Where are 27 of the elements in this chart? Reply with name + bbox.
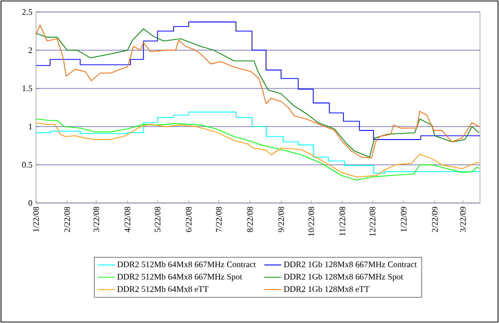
x-tick-label: 6/22/08 [186,206,192,232]
x-tick-label: 7/22/08 [216,206,222,232]
x-tick-label: 1/22/08 [33,206,39,232]
x-tick-label: 10/22/08 [308,206,314,236]
y-tick-label: 0 [28,200,32,206]
legend-label: DDR2 1Gb 128Mx8 667MHz Spot [284,274,404,282]
x-tick-label: 1/22/09 [400,206,407,232]
y-tick-label: 0.5 [22,162,32,168]
x-tick-label: 11/22/08 [340,206,346,236]
legend-label: DDR2 512Mb 64Mx8 eTT [117,286,208,292]
x-tick-label: 8/22/08 [247,206,253,232]
x-tick-label: 3/22/09 [460,206,466,232]
y-tick-label: 2 [28,47,32,53]
x-tick-label: 12/22/08 [370,206,376,236]
legend-label: DDR2 1Gb 128Mx8 667MHz Contract [284,261,417,268]
legend-label: DDR2 512Mb 64Mx8 667MHz Spot [117,274,242,282]
x-tick-label: 2/22/09 [432,206,438,232]
legend-label: DDR2 1Gb 128Mx8 eTT [284,286,370,292]
x-tick-label: 5/22/08 [154,206,160,232]
x-tick-label: 4/22/08 [124,206,130,232]
x-tick-label: 2/22/08 [64,206,70,232]
y-tick-label: 1.5 [22,86,32,92]
legend-label: DDR2 512Mb 64Mx8 667MHz Contract [117,261,256,268]
x-tick-label: 3/22/08 [93,206,100,232]
y-tick-label: 1 [28,124,32,130]
y-tick-label: 2.5 [22,9,32,15]
x-tick-label: 9/22/08 [278,206,284,232]
